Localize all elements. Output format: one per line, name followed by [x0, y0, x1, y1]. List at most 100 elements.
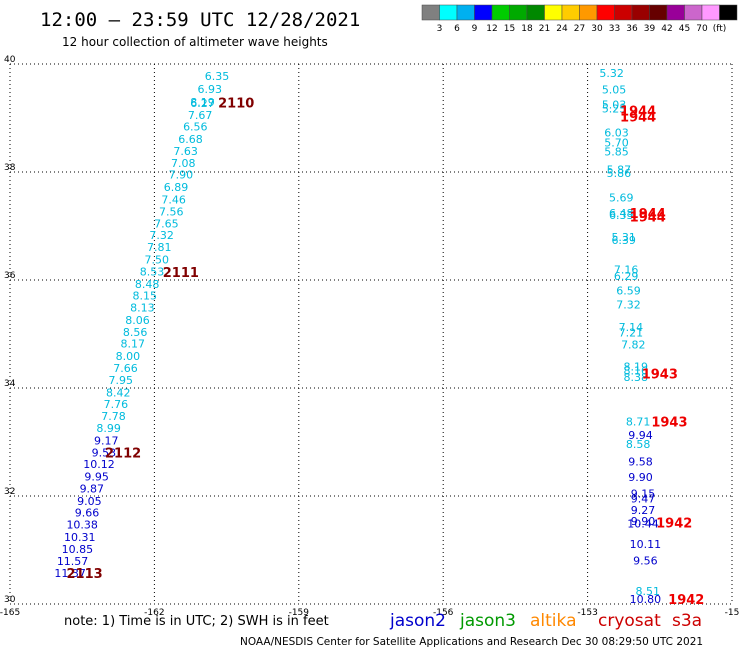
- wave-height-value: 6.39: [611, 234, 636, 247]
- colorbar-swatch: [526, 4, 545, 21]
- x-tick-label: -165: [0, 608, 20, 618]
- y-tick-label: 40: [4, 55, 16, 65]
- wave-height-value: 8.53: [140, 265, 165, 278]
- wave-height-value: 5.32: [599, 67, 624, 80]
- wave-height-value: 10.44: [627, 518, 659, 531]
- colorbar-swatch: [474, 4, 493, 21]
- colorbar-swatch: [719, 4, 738, 21]
- y-tick-label: 36: [4, 271, 16, 281]
- wave-height-value: 8.42: [106, 386, 131, 399]
- wave-height-value: 10.31: [64, 531, 96, 544]
- wave-height-value: 10.38: [66, 519, 98, 532]
- wave-height-value: 9.94: [628, 429, 653, 442]
- wave-height-value: 10.12: [83, 458, 115, 471]
- wave-height-value: 6.93: [198, 83, 223, 96]
- legend-jason2: jason2: [389, 611, 446, 631]
- x-tick-label: -15: [725, 608, 740, 618]
- colorbar-swatch: [421, 4, 440, 21]
- wave-height-value: 7.08: [171, 157, 196, 170]
- wave-height-value: 8.58: [626, 438, 651, 451]
- colorbar-swatch: [439, 4, 458, 21]
- wave-height-value: 8.99: [96, 422, 121, 435]
- wave-height-value: 9.53: [92, 446, 117, 459]
- wave-height-value: 7.95: [108, 374, 133, 387]
- wave-height-value: 9.66: [75, 507, 100, 520]
- wave-height-value: 6.35: [205, 70, 230, 83]
- colorbar-swatch: [544, 4, 563, 21]
- wave-height-value: 8.38: [623, 371, 648, 384]
- colorbar-label: 9: [472, 24, 478, 34]
- wave-height-value: 5.03: [602, 99, 627, 112]
- pass-time-label: 1942: [668, 593, 704, 608]
- colorbar-label: 15: [504, 24, 515, 34]
- pass-time-label: 2111: [163, 266, 199, 281]
- wave-height-values: 6.356.938.196.277.676.566.687.637.087.90…: [54, 67, 661, 606]
- y-tick-label: 34: [4, 379, 16, 389]
- wave-height-value: 5.85: [604, 145, 629, 158]
- wave-height-value: 6.59: [616, 284, 641, 297]
- colorbar-label: 42: [661, 24, 672, 34]
- wave-height-value: 7.14: [619, 321, 644, 334]
- wave-height-value: 5.69: [609, 191, 634, 204]
- footer-note: note: 1) Time is in UTC; 2) SWH is in fe…: [64, 614, 329, 629]
- wave-height-value: 6.33: [609, 209, 634, 222]
- wave-height-value: 9.95: [84, 471, 109, 484]
- y-tick-label: 30: [4, 595, 16, 605]
- legend-s3a: s3a: [672, 611, 702, 631]
- chart-title: 12:00 — 23:59 UTC 12/28/2021: [40, 9, 360, 31]
- wave-height-value: 9.47: [631, 493, 656, 506]
- wave-height-value: 7.81: [147, 241, 172, 254]
- wave-height-value: 9.05: [77, 495, 102, 508]
- colorbar-label: 27: [574, 24, 585, 34]
- satellite-legend: jason2 jason3 altika cryosat s3a: [389, 611, 702, 631]
- wave-height-value: 11.57: [57, 555, 89, 568]
- wave-height-value: 8.16: [623, 365, 648, 378]
- legend-altika: altika: [530, 611, 577, 631]
- wave-height-value: 7.66: [113, 362, 138, 375]
- pass-time-label: 2110: [218, 96, 254, 111]
- colorbar-swatch: [579, 4, 598, 21]
- wave-height-value: 6.29: [614, 270, 639, 283]
- wave-height-value: 7.21: [619, 326, 644, 339]
- colorbar-label: 18: [521, 24, 533, 34]
- wave-height-value: 5.70: [604, 136, 629, 149]
- colorbar-swatch: [631, 4, 650, 21]
- colorbar-label: 12: [486, 24, 497, 34]
- wave-height-value: 7.65: [154, 217, 179, 230]
- chart-axes: -165 -162 -159 -156 -153 -15 40 38 36 34 32 30: [0, 55, 739, 618]
- wave-height-value: 5.31: [611, 231, 636, 244]
- wave-height-value: 7.56: [159, 205, 184, 218]
- footer-credit: NOAA/NESDIS Center for Satellite Applica…: [240, 636, 703, 648]
- wave-height-value: 7.63: [173, 145, 198, 158]
- wave-height-value: 6.27: [190, 97, 215, 110]
- pass-time-label: 2113: [67, 567, 103, 582]
- wave-height-value: 7.67: [188, 109, 213, 122]
- wave-height-value: 7.50: [145, 253, 170, 266]
- wave-height-value: 5.87: [607, 163, 632, 176]
- wave-height-value: 9.90: [628, 471, 653, 484]
- colorbar-label: 39: [644, 24, 656, 34]
- wave-height-value: 9.87: [80, 482, 105, 495]
- pass-time-label: 1943: [651, 415, 687, 430]
- colorbar-label: 70: [696, 24, 708, 34]
- colorbar-label: 6: [454, 24, 460, 34]
- wave-height-value: 8.17: [120, 338, 145, 351]
- colorbar-label: 30: [591, 24, 603, 34]
- x-tick-label: -159: [289, 608, 310, 618]
- wave-height-value: 6.89: [164, 181, 189, 194]
- colorbar-swatch: [701, 4, 720, 21]
- wave-height-value: 8.19: [190, 96, 215, 109]
- colorbar-swatch: [596, 4, 615, 21]
- wave-height-value: 7.16: [614, 264, 639, 277]
- colorbar-label: (ft): [713, 24, 727, 34]
- wave-height-value: 8.13: [130, 302, 155, 315]
- wave-height-value: 6.48: [609, 207, 634, 220]
- wave-height-value: 8.06: [125, 314, 150, 327]
- pass-time-label: 1944: [620, 104, 656, 119]
- pass-time-label: 2112: [105, 446, 141, 461]
- colorbar-swatch: [509, 4, 528, 21]
- y-tick-label: 38: [4, 163, 16, 173]
- chart-subtitle: 12 hour collection of altimeter wave hei…: [62, 35, 328, 49]
- wave-height-value: 9.90: [631, 515, 656, 528]
- wave-height-value: 8.51: [636, 585, 661, 598]
